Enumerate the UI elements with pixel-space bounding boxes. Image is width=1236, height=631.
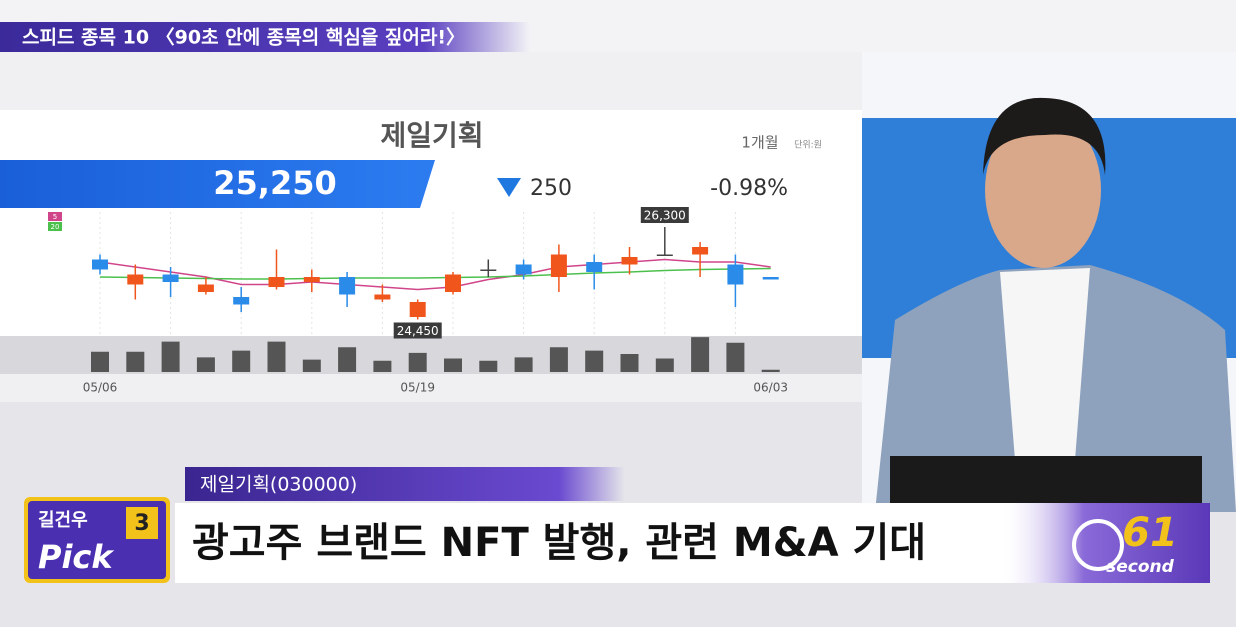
- down-arrow: [497, 178, 521, 197]
- annotation: 24,450: [397, 324, 439, 338]
- candle-body: [762, 277, 779, 280]
- price: 25,250: [213, 164, 336, 202]
- logo-num: 3: [134, 511, 149, 536]
- change-pct: -0.98%: [710, 176, 788, 201]
- annotation-box: [393, 322, 442, 339]
- segment-title: 스피드 종목 10 〈90초 안에 종목의 핵심을 짚어라!〉: [22, 26, 465, 49]
- timer-word: second: [1106, 557, 1175, 577]
- candle-body: [409, 302, 426, 317]
- volume-bar: [196, 357, 215, 372]
- candle-body: [127, 274, 144, 285]
- x-tick-label: 06/03: [753, 381, 788, 395]
- candle-body: [197, 284, 214, 292]
- timer-bg: [1000, 503, 1210, 583]
- volume-bar: [655, 358, 674, 372]
- volume-bar: [302, 359, 321, 372]
- candle-body: [550, 254, 567, 277]
- period: 1개월: [741, 134, 778, 152]
- volume-bar: [620, 354, 639, 372]
- logo-main: Pick: [38, 538, 114, 576]
- annotation: 26,300: [644, 209, 686, 223]
- stock-name: 제일기획: [380, 119, 483, 152]
- legend-label: 20: [51, 223, 60, 231]
- unit: 단위:원: [794, 140, 822, 151]
- volume-bar: [585, 350, 604, 372]
- logo-badge: [126, 507, 158, 539]
- chart: 5 20 26,300 24,450 05/06 05/19 06/03: [48, 207, 788, 395]
- headline: 광고주 브랜드 NFT 발행, 관련 M&A 기대: [192, 520, 926, 566]
- price-band: [0, 160, 435, 208]
- volume-bar: [726, 342, 745, 372]
- candle-body: [621, 257, 638, 265]
- candle-body: [692, 247, 709, 255]
- legend-label: 5: [53, 213, 57, 221]
- legend-swatch: [48, 222, 62, 231]
- volume-bar: [267, 341, 286, 372]
- presenter-face: [985, 112, 1101, 268]
- candle-body: [374, 294, 391, 300]
- candle-body: [268, 277, 285, 287]
- volume-bar: [126, 351, 145, 372]
- title-row: [0, 110, 862, 160]
- desk-monitor: [890, 456, 1202, 512]
- presenter-shirt: [1000, 268, 1090, 460]
- volume-bar: [691, 337, 710, 372]
- timer-clock: [1072, 519, 1124, 571]
- volume-bar: [338, 347, 357, 372]
- volume-bar: [479, 360, 498, 372]
- x-tick-label: 05/06: [83, 381, 118, 395]
- tag: 제일기획(030000): [200, 474, 357, 496]
- candle-body: [727, 264, 744, 285]
- volume-bar: [444, 358, 462, 372]
- presenter-hair: [983, 97, 1106, 175]
- volume-bar: [549, 347, 568, 372]
- logo-top: 길건우: [38, 509, 88, 531]
- candle-body: [586, 262, 603, 272]
- volume-bar: [373, 360, 392, 372]
- candle-body: [445, 274, 461, 292]
- legend-swatch: [48, 212, 62, 221]
- x-tick-label: 05/19: [400, 381, 435, 395]
- candle-body: [656, 254, 673, 256]
- annotation-box: [640, 207, 689, 223]
- volume-bar: [408, 352, 427, 372]
- volume-bar: [514, 357, 533, 372]
- segment-bar: [0, 22, 530, 52]
- candle-body: [515, 264, 532, 275]
- candle-body: [480, 269, 497, 271]
- candle-body: [339, 277, 356, 295]
- tag-bar: [185, 467, 625, 501]
- volume-bar: [161, 341, 180, 372]
- timer-num: 61: [1122, 510, 1178, 556]
- candle-body: [162, 274, 179, 282]
- candle-body: [92, 259, 108, 270]
- ma-line: [99, 267, 771, 280]
- plot-area: [0, 208, 862, 336]
- volume-bar: [91, 351, 109, 372]
- volume-bar: [761, 369, 780, 372]
- candle-body: [233, 297, 250, 305]
- change: 250: [530, 176, 572, 201]
- candle-body: [303, 277, 320, 282]
- volume-bar: [232, 350, 251, 372]
